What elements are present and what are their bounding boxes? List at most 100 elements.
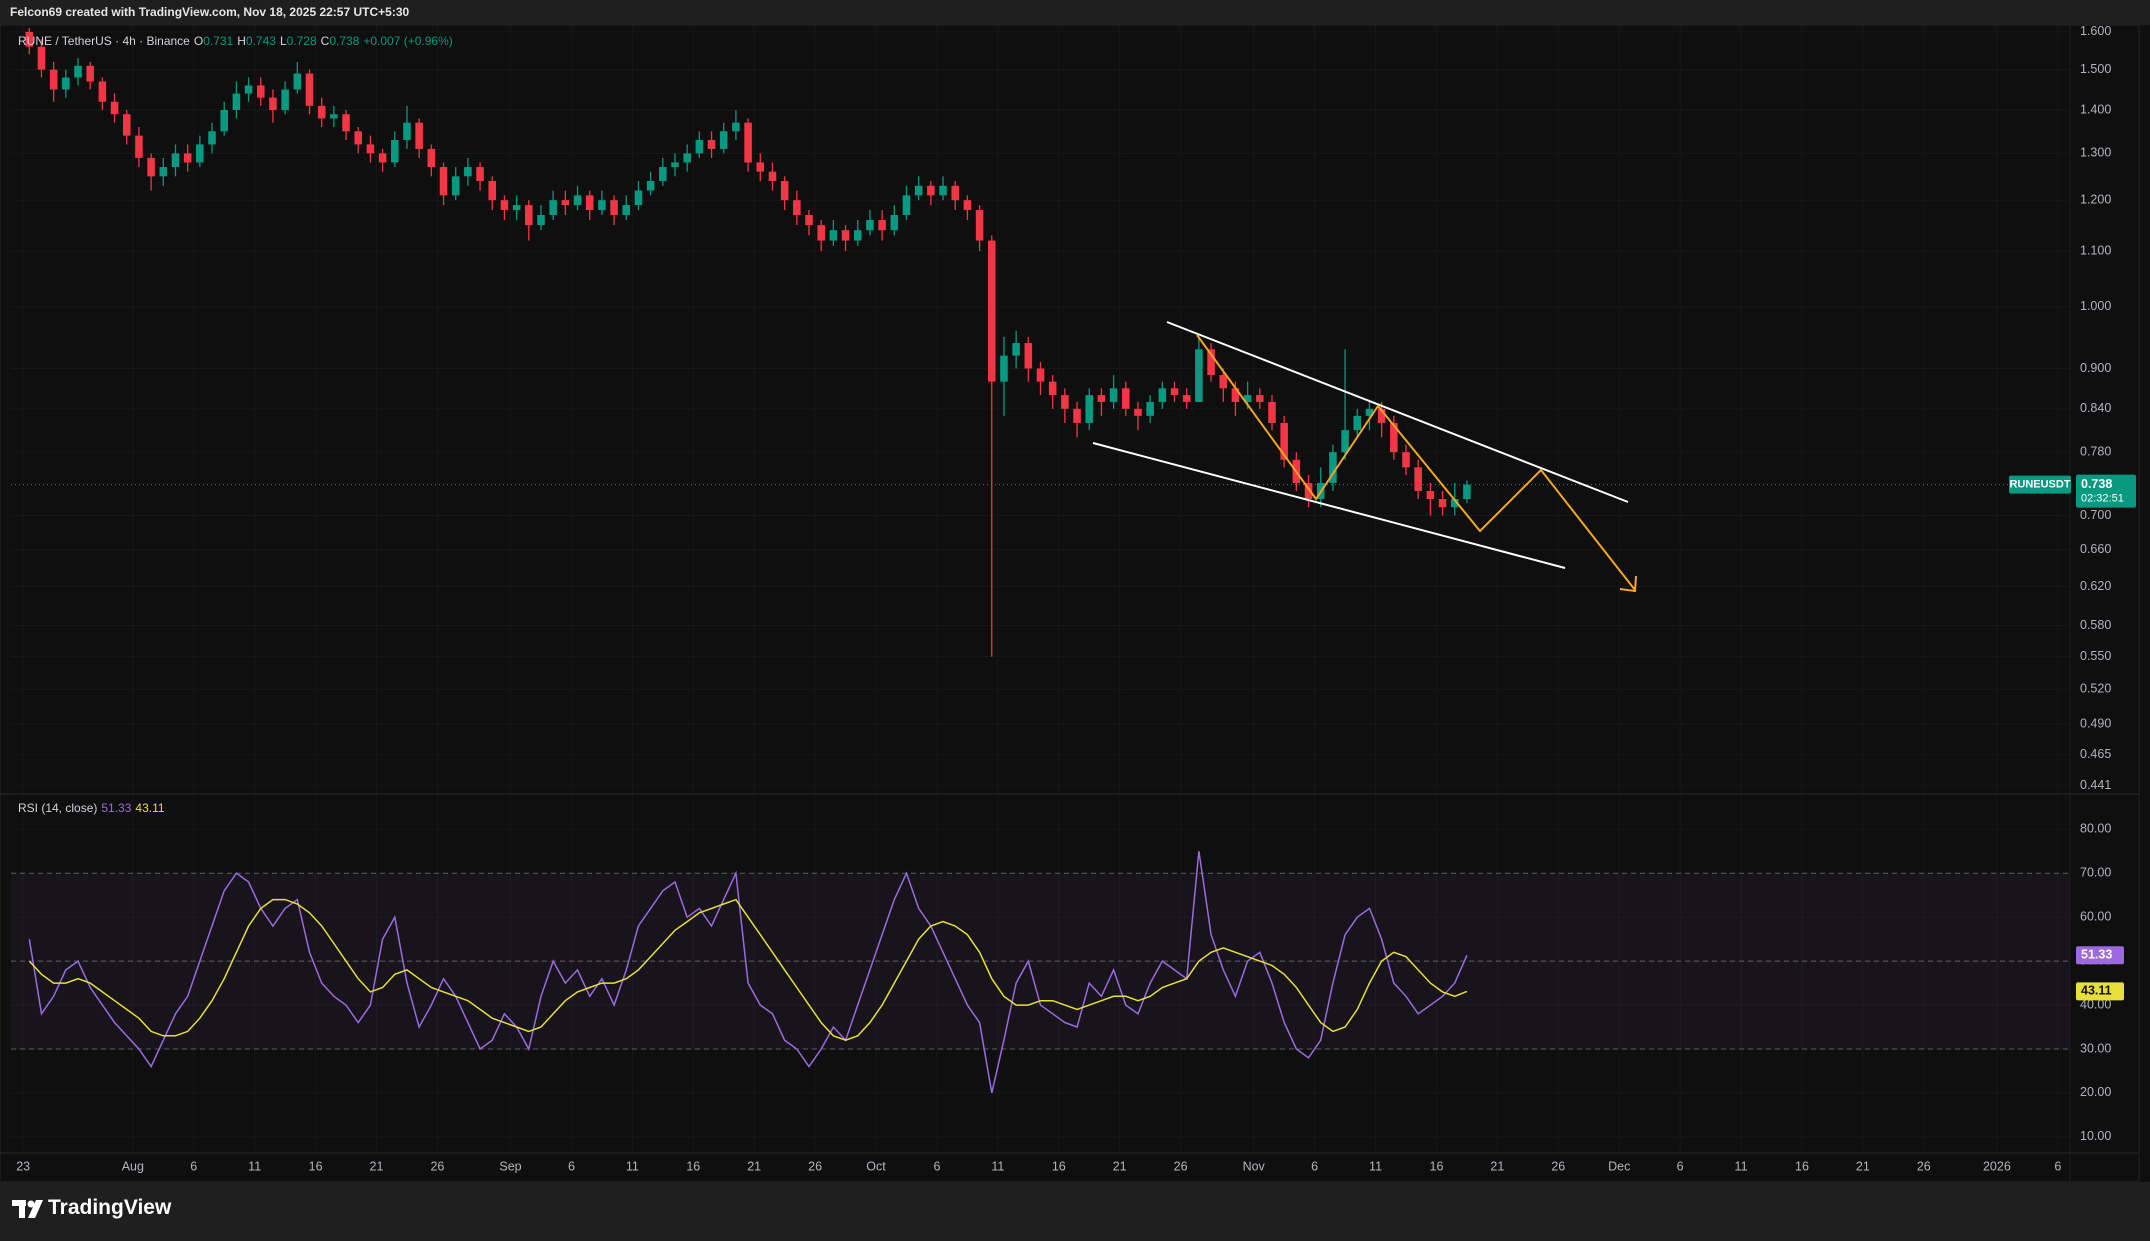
candle-body — [1182, 395, 1191, 402]
candle-body — [159, 167, 168, 177]
price-legend: RUNE / TetherUS · 4h · Binance O0.731 H0.7… — [18, 34, 457, 48]
x-tick-label: 6 — [1677, 1159, 1684, 1173]
candle-body — [719, 131, 728, 149]
x-tick-label: 16 — [686, 1159, 700, 1173]
candle-body — [598, 200, 606, 211]
candle-body — [671, 162, 679, 168]
candle-body — [975, 210, 984, 241]
y-tick-label: 1.300 — [2080, 146, 2111, 160]
rsi-title: RSI (14, close) — [18, 801, 98, 815]
candle-body — [537, 215, 545, 226]
candle-body — [1414, 467, 1422, 491]
symbol: RUNE / TetherUS · 4h · Binance — [18, 34, 190, 48]
candle-body — [1012, 343, 1020, 356]
candle-body — [902, 195, 911, 216]
candle-body — [1122, 388, 1130, 409]
candle-body — [1036, 368, 1045, 382]
header: Felcon69 created with TradingView.com, N… — [0, 0, 2150, 25]
projection-path — [1196, 334, 1636, 591]
legend-key: H — [237, 34, 246, 48]
candle-body — [707, 140, 716, 149]
candle-body — [1463, 484, 1471, 500]
symbol-badge-label: RUNEUSDT — [2009, 478, 2070, 490]
candle-body — [62, 77, 70, 90]
candle-body — [841, 230, 850, 241]
candle-body — [768, 171, 777, 182]
candle-body — [1219, 375, 1228, 389]
candle-body — [561, 200, 570, 206]
candle-body — [415, 122, 423, 149]
y-tick-label: 1.400 — [2080, 102, 2111, 116]
candle-body — [890, 215, 899, 231]
x-tick-label: Aug — [122, 1159, 144, 1173]
rsi-badge-label: 51.33 — [2081, 948, 2112, 962]
candle-body — [1158, 388, 1167, 402]
rsi-tick-label: 80.00 — [2080, 822, 2111, 836]
candle-body — [853, 230, 862, 241]
y-tick-label: 1.500 — [2080, 62, 2111, 76]
candle-body — [135, 135, 143, 158]
candle-body — [305, 73, 314, 106]
candle-body — [49, 69, 58, 90]
candle-body — [951, 185, 959, 201]
marks — [11, 28, 2070, 1094]
x-tick-label: 16 — [309, 1159, 323, 1173]
candle-body — [439, 167, 448, 196]
legend-value: 0.738 — [329, 34, 360, 48]
candle-body — [37, 46, 46, 70]
x-tick-label: 26 — [808, 1159, 822, 1173]
x-tick-label: 21 — [747, 1159, 761, 1173]
rsi-tick-label: 20.00 — [2080, 1085, 2111, 1099]
candle-body — [866, 220, 874, 231]
y-tick-label: 0.620 — [2080, 579, 2111, 593]
candle-body — [1146, 401, 1154, 416]
candle-body — [183, 153, 192, 163]
candle-body — [1061, 395, 1069, 409]
rsi-tick-label: 60.00 — [2080, 909, 2111, 923]
symbol-badge — [2009, 475, 2071, 494]
candle-body — [817, 225, 825, 241]
candle-body — [1231, 388, 1240, 402]
candle-body — [1243, 395, 1252, 402]
candle-body — [110, 101, 119, 115]
candle-body — [963, 200, 972, 211]
legend-key: L — [279, 34, 287, 48]
y-tick-label: 0.780 — [2080, 444, 2111, 458]
price-badge-label: 0.738 — [2081, 477, 2112, 491]
y-tick-label: 0.700 — [2080, 508, 2111, 522]
legend-key: C — [320, 34, 330, 48]
rsi-tick-label: 40.00 — [2080, 997, 2111, 1011]
x-tick-label: 16 — [1052, 1159, 1066, 1173]
x-tick-label: 16 — [1795, 1159, 1809, 1173]
candle-body — [464, 167, 472, 177]
candle-body — [805, 215, 813, 226]
rsi-badge — [2076, 982, 2124, 1001]
candle-body — [25, 31, 34, 47]
candle-body — [646, 181, 655, 191]
candle-body — [1097, 395, 1106, 402]
candle-body — [585, 195, 594, 211]
candle-body — [1329, 452, 1337, 483]
candle-body — [1256, 395, 1264, 402]
candle-body — [939, 185, 947, 196]
candle-body — [829, 230, 838, 241]
x-tick-label: 11 — [248, 1159, 261, 1173]
candle-body — [1426, 490, 1435, 500]
candle-body — [1280, 422, 1288, 460]
candle-body — [391, 140, 399, 163]
candle-body — [1268, 401, 1276, 423]
candle-body — [512, 205, 521, 211]
candle-body — [244, 85, 253, 94]
candle-body — [1450, 499, 1459, 508]
x-tick-label: 6 — [933, 1159, 940, 1173]
logo-stem — [19, 1200, 25, 1218]
x-tick-label: 26 — [1174, 1159, 1188, 1173]
x-tick-label: 16 — [1430, 1159, 1444, 1173]
candle-body — [780, 181, 789, 201]
x-tick-label: 11 — [626, 1159, 639, 1173]
candle-body — [695, 140, 704, 154]
rsi-legend: RSI (14, close) 51.33 43.11 — [18, 801, 169, 815]
candle-body — [208, 131, 216, 145]
